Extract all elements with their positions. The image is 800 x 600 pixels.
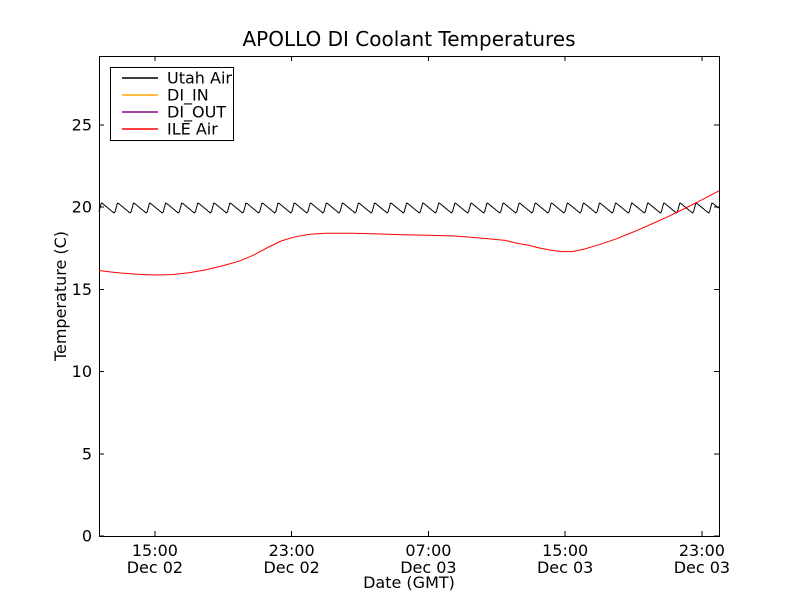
- legend-label-ile-air: ILE Air: [167, 120, 218, 139]
- y-tick-label: 5: [82, 444, 92, 463]
- x-tick-label-date: Dec 02: [127, 558, 183, 577]
- axis-tick-marks: [99, 56, 719, 537]
- y-tick-label: 15: [72, 280, 92, 299]
- x-tick-label-date: Dec 02: [263, 558, 319, 577]
- series-ile-air: [98, 190, 720, 276]
- chart-title: APOLLO DI Coolant Temperatures: [242, 27, 575, 51]
- x-tick-label-date: Dec 03: [537, 558, 593, 577]
- y-axis-label: Temperature (C): [51, 231, 70, 362]
- plot-border: [99, 56, 720, 537]
- y-tick-label: 10: [72, 362, 92, 381]
- x-tick-label-time: 07:00: [405, 541, 451, 560]
- data-series: [98, 190, 720, 276]
- legend-entry-ile-air: ILE Air: [122, 120, 218, 139]
- x-axis-label: Date (GMT): [363, 573, 455, 592]
- legend-label-di-out: DI_OUT: [167, 103, 226, 123]
- x-tick-label-time: 15:00: [132, 541, 178, 560]
- y-tick-label: 0: [82, 527, 92, 546]
- legend-label-di-in: DI_IN: [167, 86, 209, 106]
- legend-box: [110, 67, 234, 141]
- series-utah-air: [98, 202, 720, 214]
- y-tick-label: 25: [72, 116, 92, 135]
- legend-entry-di-out: DI_OUT: [122, 103, 226, 123]
- legend-label-utah-air: Utah Air: [167, 69, 232, 88]
- x-tick-label-time: 23:00: [679, 541, 725, 560]
- x-tick-label-time: 15:00: [542, 541, 588, 560]
- legend-entry-utah-air: Utah Air: [122, 69, 232, 88]
- x-tick-label-date: Dec 03: [674, 558, 730, 577]
- y-tick-label: 20: [72, 198, 92, 217]
- legend-entry-di-in: DI_IN: [122, 86, 209, 106]
- x-tick-label-date: Dec 03: [400, 558, 456, 577]
- x-tick-label-time: 23:00: [269, 541, 315, 560]
- legend: Utah Air DI_IN DI_OUT ILE Air: [110, 67, 234, 141]
